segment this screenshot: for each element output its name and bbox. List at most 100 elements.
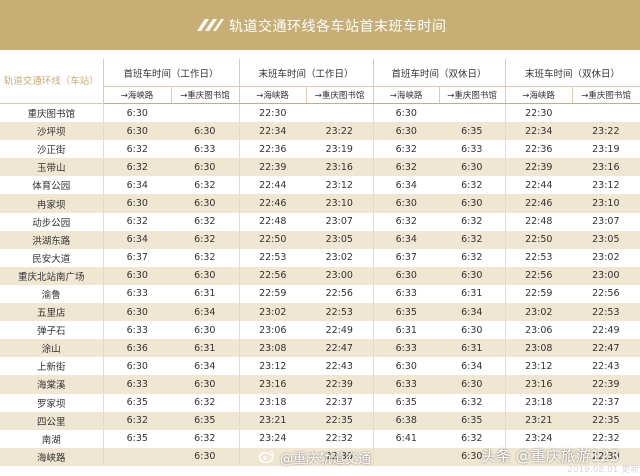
time-cell: 6:35 — [171, 411, 240, 430]
time-cell: 6:30 — [171, 447, 240, 466]
time-cell: 23:19 — [572, 140, 640, 159]
time-cell: 22:39 — [505, 158, 573, 177]
time-cell: 23:12 — [505, 357, 573, 376]
time-cell: 23:16 — [505, 375, 573, 394]
table-row: 沙坪坝 6:30 6:30 22:34 23:22 6:30 6:35 22:34 23:22 — [0, 122, 640, 141]
table-row: 冉家坝 6:30 6:30 22:46 23:10 6:30 6:30 22:46 23:10 — [0, 194, 640, 213]
time-cell: 23:22 — [572, 122, 640, 141]
table-row: 涂山 6:36 6:31 23:08 22:47 6:33 6:31 23:08 22:47 — [0, 339, 640, 358]
time-cell: 23:19 — [306, 140, 374, 159]
time-cell: 6:30 — [439, 375, 506, 394]
time-cell: 6:30 — [103, 266, 171, 285]
table-row: 罗家坝 6:35 6:32 23:18 22:37 6:35 6:32 23:18 22:37 — [0, 393, 640, 412]
time-cell: 6:30 — [103, 357, 171, 376]
time-cell: 22:56 — [572, 284, 640, 304]
station-name: 体育公园 — [0, 176, 104, 195]
time-cell: 22:53 — [306, 303, 374, 322]
direction-header: →重庆图书馆 — [171, 86, 240, 104]
time-cell: 22:30 — [572, 447, 640, 466]
time-cell: 22:53 — [572, 303, 640, 322]
time-cell: 6:41 — [373, 429, 440, 448]
station-name: 南湖 — [0, 429, 104, 448]
rail-transit-logo-icon — [197, 19, 224, 31]
time-cell: 6:30 — [439, 266, 506, 285]
time-cell: 23:12 — [239, 357, 307, 376]
time-cell: 22:49 — [572, 321, 640, 340]
time-cell: 22:53 — [239, 248, 307, 267]
station-name: 重庆图书馆 — [0, 103, 104, 123]
time-cell: 6:32 — [171, 212, 240, 231]
time-cell: 6:38 — [373, 411, 440, 430]
time-cell: 23:07 — [306, 212, 374, 231]
station-column-header: 轨道交通环线（车站） — [0, 59, 104, 104]
time-cell: 22:32 — [306, 429, 374, 448]
time-cell: 6:34 — [103, 176, 171, 195]
time-cell: 6:32 — [439, 212, 506, 231]
time-cell: 23:00 — [306, 266, 374, 285]
direction-header: →重庆图书馆 — [306, 86, 374, 104]
schedule-table: 轨道交通环线（车站） 首班车时间（工作日） 末班车时间（工作日） 首班车时间（双… — [0, 59, 640, 466]
title-banner: 轨道交通环线各车站首末班车时间 — [0, 0, 640, 50]
time-cell: 6:33 — [373, 284, 440, 304]
time-cell: 23:07 — [572, 212, 640, 231]
direction-header: →海峡路 — [505, 86, 573, 104]
time-cell: 6:32 — [373, 158, 440, 177]
time-cell: 6:32 — [439, 248, 506, 267]
time-cell: 23:05 — [306, 230, 374, 249]
time-cell: 22:30 — [239, 103, 307, 123]
table-row: 弹子石 6:33 6:30 23:06 22:49 6:31 6:30 23:06 22:49 — [0, 321, 640, 340]
time-cell: 6:32 — [439, 176, 506, 195]
time-cell — [373, 447, 440, 466]
time-cell: 22:37 — [572, 393, 640, 412]
time-cell: 22:35 — [572, 411, 640, 430]
time-cell: 22:34 — [505, 122, 573, 141]
time-cell: 6:32 — [171, 248, 240, 267]
time-cell: 6:34 — [103, 230, 171, 249]
time-cell: 6:37 — [103, 248, 171, 267]
time-cell: 22:30 — [505, 103, 573, 123]
time-cell: 6:32 — [103, 140, 171, 159]
time-cell: 22:50 — [239, 230, 307, 249]
station-name: 沙正街 — [0, 140, 104, 159]
time-cell: 6:35 — [103, 429, 171, 448]
time-cell: 6:30 — [171, 194, 240, 213]
table-row: 重庆北站南广场 6:30 6:30 22:56 23:00 6:30 6:30 22:56 23… — [0, 266, 640, 285]
time-cell: 6:31 — [373, 321, 440, 340]
time-cell: 6:35 — [373, 393, 440, 412]
time-cell: 22:59 — [239, 284, 307, 304]
time-cell: 6:35 — [439, 411, 506, 430]
table-row: 重庆图书馆 6:30 22:30 6:30 22:30 — [0, 103, 640, 123]
time-cell: 23:08 — [505, 339, 573, 358]
time-cell: 22:53 — [505, 248, 573, 267]
time-cell: 6:32 — [439, 230, 506, 249]
time-cell: 23:06 — [505, 321, 573, 340]
time-cell — [505, 447, 573, 466]
time-cell: 22:39 — [306, 375, 374, 394]
schedule-body: 重庆图书馆 6:30 22:30 6:30 22:30 沙坪坝 6:30 6:30 22:34 2… — [0, 103, 640, 466]
weibo-watermark: @重庆轨道交通 — [280, 452, 372, 467]
time-cell: 23:05 — [572, 230, 640, 249]
time-cell: 6:33 — [103, 284, 171, 304]
table-row: 四公里 6:32 6:35 23:21 22:35 6:38 6:35 23:21 22:35 — [0, 411, 640, 430]
time-cell: 6:30 — [103, 194, 171, 213]
time-cell: 6:32 — [439, 393, 506, 412]
station-name: 重庆北站南广场 — [0, 266, 104, 285]
time-cell: 23:12 — [306, 176, 374, 195]
banner-title: 轨道交通环线各车站首末班车时间 — [229, 19, 447, 35]
table-row: 海棠溪 6:33 6:30 23:16 22:39 6:33 6:30 23:16 22:39 — [0, 375, 640, 394]
time-cell: 22:36 — [505, 140, 573, 159]
time-cell: 22:46 — [505, 194, 573, 213]
time-cell: 6:32 — [103, 158, 171, 177]
time-cell: 6:30 — [373, 103, 440, 123]
time-cell: 22:43 — [306, 357, 374, 376]
group-header: 首班车时间（工作日） — [103, 59, 240, 87]
table-row: 五里店 6:30 6:34 23:02 22:53 6:35 6:34 23:02 22:53 — [0, 303, 640, 322]
time-cell: 6:30 — [373, 194, 440, 213]
station-name: 沙坪坝 — [0, 122, 104, 141]
time-cell: 6:33 — [103, 321, 171, 340]
time-cell: 6:32 — [171, 393, 240, 412]
time-cell: 22:34 — [239, 122, 307, 141]
time-cell: 22:35 — [306, 411, 374, 430]
time-cell — [306, 103, 374, 123]
time-cell: 23:02 — [239, 303, 307, 322]
